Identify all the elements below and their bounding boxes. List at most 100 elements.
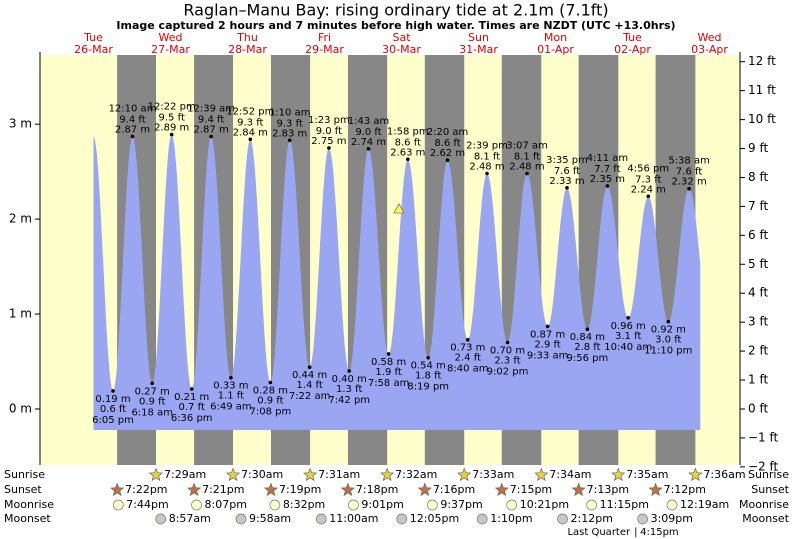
sunrise-time: 7:36am <box>703 468 745 481</box>
high-tide-label: 2.89 m <box>154 123 189 134</box>
day-date: 27-Mar <box>151 43 190 56</box>
day-weekday: Wed <box>698 31 722 44</box>
moonset-icon <box>315 513 327 525</box>
sunset-time: 7:12pm <box>664 483 706 496</box>
y2-tick-label: 0 ft <box>748 401 768 415</box>
day-date: 03-Apr <box>691 43 728 56</box>
sunrise-icon <box>611 467 626 482</box>
sunset-time: 7:15pm <box>510 483 552 496</box>
tide-point <box>505 340 510 345</box>
low-tide-label: 11:10 pm <box>644 346 692 357</box>
high-tide-label: 2.32 m <box>672 177 707 188</box>
high-tide-label: 2.48 m <box>469 162 504 173</box>
low-tide-label: 8:40 am <box>447 364 489 375</box>
day-weekday: Tue <box>83 31 103 44</box>
day-weekday: Thu <box>236 31 258 44</box>
tide-point <box>268 380 273 385</box>
tide-point <box>386 352 391 356</box>
y-tick-label: 1 m <box>9 307 32 321</box>
sunset-time: 7:13pm <box>587 483 629 496</box>
tide-point <box>229 375 233 380</box>
low-tide-label: 6:49 am <box>210 402 252 413</box>
moonrise-icon <box>269 499 281 511</box>
y2-tick-label: 9 ft <box>748 141 768 155</box>
sunset-icon <box>494 482 509 497</box>
row-label: Moonrise <box>739 498 789 511</box>
high-tide-label: 2.75 m <box>311 136 346 147</box>
sunrise-time: 7:29am <box>164 468 206 481</box>
low-tide-label: 0.7 ft <box>179 402 205 413</box>
tide-point <box>485 171 489 176</box>
high-tide-label: 12:39 am <box>187 104 235 115</box>
tide-point <box>366 147 371 151</box>
day-weekday: Sun <box>468 31 489 44</box>
low-tide-label: 7:42 pm <box>328 395 370 406</box>
low-tide-label: 6:36 pm <box>171 413 213 424</box>
annotations: Tue26-MarWed27-MarThu28-MarFri29-MarSat3… <box>4 31 790 538</box>
tide-point <box>626 316 630 320</box>
high-tide-label: 2:39 pm <box>466 141 508 152</box>
low-tide-label: 0.44 m <box>292 370 327 381</box>
high-tide-label: 2.62 m <box>430 148 465 159</box>
sunrise-time: 7:33am <box>472 468 514 481</box>
moonrise-time: 10:21pm <box>520 498 569 511</box>
sunset-icon <box>340 482 355 497</box>
tide-point <box>605 184 610 188</box>
day-weekday: Mon <box>544 31 567 44</box>
high-tide-label: 2.83 m <box>272 128 307 139</box>
low-tide-label: 2.8 ft <box>574 342 600 353</box>
high-tide-label: 2.33 m <box>549 176 584 187</box>
row-label: Moonset <box>742 512 789 525</box>
low-tide-label: 7:22 am <box>289 391 331 402</box>
moonrise-time: 9:37pm <box>440 498 482 511</box>
day-weekday: Wed <box>159 31 183 44</box>
low-tide-label: 0.87 m <box>530 329 565 340</box>
high-tide-label: 9.4 ft <box>119 115 145 126</box>
sunset-time: 7:22pm <box>125 483 167 496</box>
low-tide-label: 2.3 ft <box>494 356 520 367</box>
y-tick-label: 2 m <box>9 212 32 226</box>
low-tide-label: 0.33 m <box>213 381 248 392</box>
moonrise-icon <box>112 499 124 511</box>
tide-area <box>93 134 701 430</box>
sunset-time: 7:19pm <box>279 483 321 496</box>
sunset-icon <box>417 482 432 497</box>
tide-point <box>565 186 569 190</box>
y2-tick-label: 6 ft <box>748 228 768 242</box>
y2-tick-label: 7 ft <box>748 199 768 213</box>
y-tick-label: 3 m <box>9 117 32 131</box>
low-tide-label: 0.84 m <box>570 332 605 343</box>
low-tide-label: 0.70 m <box>490 346 525 357</box>
moonset-icon <box>557 513 568 525</box>
low-tide-label: 0.73 m <box>450 343 485 354</box>
current-tide-marker <box>393 203 405 214</box>
y2-tick-label: 10 ft <box>748 112 776 126</box>
high-tide-label: 1:23 pm <box>308 115 350 126</box>
moonset-icon <box>396 513 408 525</box>
low-tide-label: 9:56 pm <box>567 353 609 364</box>
moonrise-time: 7:44pm <box>126 498 168 511</box>
high-tide-label: 2.87 m <box>194 125 229 136</box>
moonset-icon <box>476 513 488 525</box>
day-date: 29-Mar <box>305 43 344 56</box>
moonset-icon <box>637 513 648 525</box>
high-tide-label: 8.6 ft <box>434 138 460 149</box>
y2-tick-label: −2 ft <box>748 459 779 473</box>
tide-point <box>111 389 115 393</box>
sunrise-icon <box>226 467 241 482</box>
y2-tick-label: 8 ft <box>748 170 768 184</box>
high-tide-label: 2.63 m <box>390 147 425 158</box>
sunrise-time: 7:30am <box>241 468 283 481</box>
tide-point <box>426 355 431 360</box>
high-tide-label: 7.7 ft <box>594 164 620 175</box>
high-tide-label: 2:20 am <box>427 127 469 138</box>
moon-phase-time: 4:15pm <box>640 527 679 538</box>
y-tick-label: 0 m <box>9 401 32 415</box>
sunset-icon <box>263 482 279 497</box>
moonrise-icon <box>348 499 359 511</box>
tide-point <box>466 337 470 342</box>
day-weekday: Fri <box>318 31 331 44</box>
moonset-time: 9:58am <box>249 512 291 525</box>
high-tide-label: 12:52 pm <box>226 106 274 117</box>
y2-tick-label: 3 ft <box>748 315 768 329</box>
